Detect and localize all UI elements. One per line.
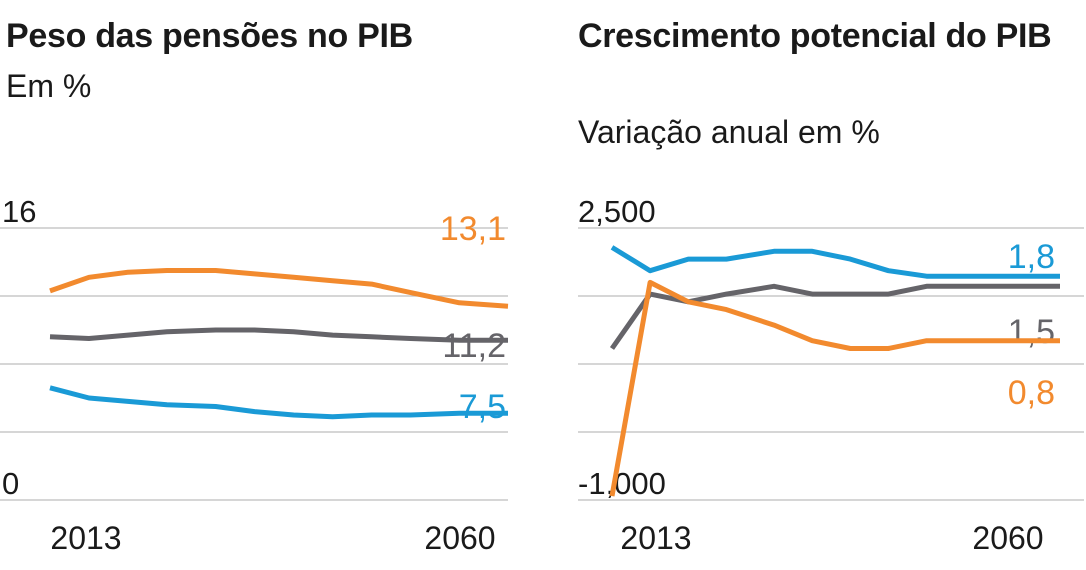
x-tick-label: 2060 <box>972 520 1043 556</box>
chart-title: Crescimento potencial do PIB <box>578 17 1052 55</box>
x-tick-label: 2060 <box>424 520 495 556</box>
y-tick-label: -1,000 <box>578 466 666 501</box>
series-end-label: 1,5 <box>1008 313 1055 351</box>
series-line <box>49 385 508 420</box>
x-tick-label: 2013 <box>50 520 121 556</box>
series-line <box>49 327 508 343</box>
chart-subtitle: Variação anual em % <box>578 114 880 150</box>
series-end-label: 7,5 <box>459 388 506 426</box>
series-line <box>610 245 1060 279</box>
x-tick-label: 2013 <box>620 520 691 556</box>
chart-title: Peso das pensões no PIB <box>6 17 413 55</box>
series-line <box>609 279 1060 497</box>
series-end-label: 13,1 <box>440 210 506 248</box>
chart-subtitle: Em % <box>6 68 92 104</box>
series-line <box>49 268 509 309</box>
chart-plot-area: 16 0 2013 2060 13,1 11,2 7,5 <box>0 194 509 556</box>
y-tick-label: 2,500 <box>578 194 656 229</box>
series-end-label: 1,8 <box>1008 238 1055 276</box>
chart-pensions-share: Peso das pensões no PIB Em % 16 0 2013 2060… <box>0 0 530 570</box>
chart-plot-area: 2,500 -1,000 2013 2060 1,8 1,5 0,8 <box>578 194 1084 556</box>
series-end-label: 0,8 <box>1008 374 1055 412</box>
chart-potential-gdp-growth: Crescimento potencial do PIB Variação an… <box>578 0 1086 570</box>
y-tick-label: 16 <box>2 194 36 229</box>
series-end-label: 11,2 <box>442 327 506 365</box>
y-tick-label: 0 <box>2 466 19 501</box>
